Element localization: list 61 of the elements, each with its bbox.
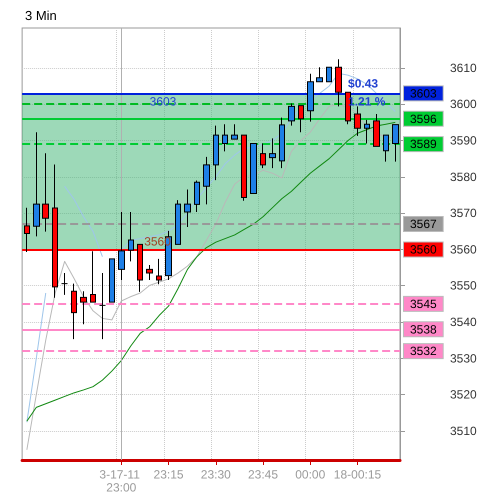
candlestick [175,200,181,245]
candlestick [99,272,106,340]
annotation: $0.43 [348,76,378,90]
candlestick [146,264,153,280]
candlestick [326,66,332,82]
y-tick-label: 3570 [450,206,478,220]
ref-line-label: 3538 [410,322,438,336]
x-tick-label: 23:30 [200,468,232,482]
y-tick-label: 3610 [450,60,478,75]
ref-line-label: 3567 [410,217,438,232]
candlestick [392,124,399,162]
y-tick-label: 3550 [450,278,478,293]
y-tick-label: 3540 [450,315,478,330]
x-tick-label: 18-00:15 [334,468,382,482]
x-tick-label: 00:00 [295,468,326,482]
candlestick [109,258,115,303]
candlestick [260,142,266,169]
x-tick-label: 23:15 [154,468,184,482]
ref-line-label: 3589 [410,137,438,152]
candlestick [80,290,87,325]
candlestick [241,134,247,202]
candlestick [42,152,49,232]
candlestick [61,272,68,296]
y-tick-label: 3530 [450,351,478,366]
y-tick-label: 3590 [450,134,478,148]
candlestick [250,142,257,194]
candlestick [269,138,276,169]
x-tick-label: 23:45 [248,468,278,482]
candlestick [354,106,361,136]
y-tick-label: 3510 [450,424,478,438]
text: 3603 [410,86,438,100]
candlestick [118,212,125,280]
candlestick [316,66,323,82]
candlestick [383,134,389,162]
candlestick [373,114,380,147]
candlestick [33,132,40,237]
candlestick [71,283,77,340]
candlestick [222,124,228,152]
candlestick [128,212,134,262]
chart-title: 3 Min [25,8,57,23]
candlestick [335,58,342,107]
candlestick [231,124,238,140]
candlestick [364,119,370,144]
candlestick [288,103,295,126]
candlestick [156,258,162,285]
candlestick [307,73,314,122]
x-tick-label: 3-17-11 23:00 [99,468,144,494]
candlestick [203,156,210,205]
candlestick [298,105,304,133]
y-tick-label: 3560 [450,242,478,256]
y-tick-label: 3520 [450,388,478,402]
ref-line-label: 3596 [410,112,438,126]
ref-line-label: 3545 [410,296,438,311]
candlestick [213,125,219,181]
y-tick-label: 3600 [450,97,478,112]
y-tick-label: 3580 [450,170,478,184]
candlestick [184,189,191,228]
candlestick [279,117,285,169]
ref-line-label: 3532 [410,344,438,358]
text: 3560 [410,242,438,256]
candlestick [194,180,200,213]
